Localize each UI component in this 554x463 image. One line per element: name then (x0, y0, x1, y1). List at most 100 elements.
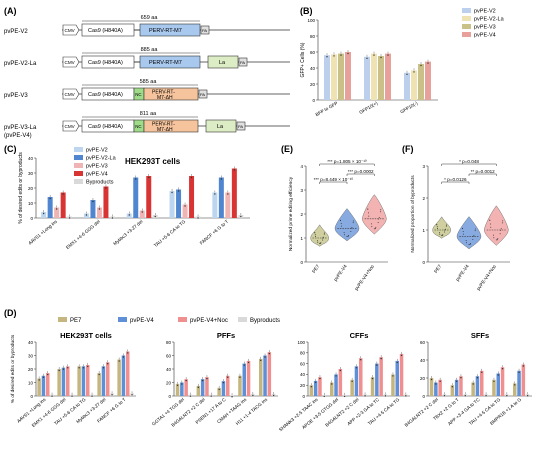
significance-bracket (319, 181, 348, 184)
x-tick-label: pvPE-V4+Noc (476, 263, 499, 292)
legend-label: pvPE-V2 (86, 148, 108, 154)
cmv-label: CMV (65, 124, 76, 129)
y-tick-label: 0 (30, 216, 33, 221)
legend-swatch (74, 179, 83, 184)
data-point (360, 359, 362, 361)
bar (86, 364, 90, 396)
data-point (78, 367, 80, 369)
data-point (347, 52, 349, 55)
panel-c-title: HEK293T cells (125, 157, 181, 166)
bar (359, 358, 363, 396)
violin-point (370, 223, 372, 225)
panel-d-label: (D) (4, 308, 17, 318)
y-tick-label: 60 (166, 353, 172, 358)
data-point (260, 359, 262, 362)
data-point (264, 356, 266, 358)
data-point (396, 361, 398, 364)
bar (231, 168, 237, 218)
y-tick-label: 10 (28, 201, 34, 206)
data-point (91, 395, 93, 397)
x-tick-label: FANCF +6 G to T (199, 219, 230, 246)
bar (126, 213, 132, 218)
violin-point (462, 233, 464, 235)
violin-point (490, 226, 492, 228)
data-point (364, 395, 366, 397)
legend-label: Byproducts (86, 180, 114, 186)
data-point (71, 395, 73, 397)
polya-block (236, 121, 246, 131)
violin-point (502, 222, 504, 224)
data-point (420, 64, 422, 67)
bar (350, 379, 354, 396)
violin-point (319, 242, 321, 244)
data-point (376, 364, 378, 366)
y-tick-label: 1 (422, 228, 425, 233)
violin-point (444, 228, 446, 230)
violin-point (340, 223, 342, 225)
violin-point (472, 238, 474, 240)
bar (375, 363, 379, 396)
bar (496, 373, 500, 396)
y-tick-label: 3 (300, 188, 303, 193)
bar (180, 382, 184, 396)
bar (438, 379, 442, 396)
data-point (380, 357, 382, 360)
bar (175, 383, 180, 396)
data-point (102, 367, 105, 369)
data-point (240, 215, 242, 218)
bar (61, 367, 66, 396)
bar (146, 176, 152, 218)
violin-point (445, 225, 447, 227)
data-point (111, 217, 114, 219)
bar (97, 373, 101, 396)
y-axis-label: GFP+ Cells (%) (300, 42, 306, 77)
bar (90, 200, 96, 218)
cmv-promoter (62, 120, 80, 132)
violin-point (350, 230, 352, 232)
y-tick-label: 20 (166, 380, 172, 385)
editing-efficiency-violin: 0 1 2 3 4 PE7 pvPE-V4 pvPE-V4+Noc *** p=1.805 × … (288, 159, 388, 292)
rt-block (139, 23, 201, 37)
bar (66, 366, 70, 396)
nc-label: NC (135, 92, 141, 97)
data-point (243, 364, 245, 366)
legend-label: pvPE-V4+Noc (190, 318, 228, 324)
bar (205, 377, 209, 396)
bar (322, 394, 326, 396)
y-tick-label: 40 (28, 340, 34, 345)
y-tick-label: 40 (166, 367, 172, 372)
bar (371, 53, 377, 100)
data-point (518, 371, 520, 373)
data-point (222, 381, 225, 384)
bar (471, 382, 475, 396)
data-point (190, 176, 193, 179)
data-point (68, 217, 71, 219)
y-tick-label: 60 (310, 50, 316, 55)
bar (230, 395, 234, 396)
bar (517, 370, 521, 396)
rt-label: PERV-RT-M7 (149, 28, 182, 34)
bar (450, 385, 455, 396)
violin-point (492, 234, 494, 236)
bar (169, 191, 175, 218)
data-point (439, 380, 441, 382)
significance-label: *** p=8.449 × 10⁻¹⁰ (314, 177, 354, 182)
data-point (227, 193, 229, 195)
bar (342, 394, 347, 396)
violin-shape (456, 216, 482, 250)
construct-name: pvPE-V2-La (4, 61, 37, 67)
violin-point (465, 242, 467, 244)
bar (354, 366, 359, 396)
y-tick-label: 0 (422, 394, 425, 399)
data-point (514, 384, 516, 386)
data-point (366, 57, 368, 59)
violin-point (444, 231, 446, 233)
violin-point (474, 228, 476, 230)
data-point (413, 71, 415, 73)
data-point (268, 352, 271, 355)
legend-label: pvPE-V3 (86, 164, 108, 170)
polya-block (238, 57, 248, 67)
y-tick-label: 10 (28, 380, 34, 385)
bar (418, 64, 424, 100)
data-point (197, 217, 199, 219)
